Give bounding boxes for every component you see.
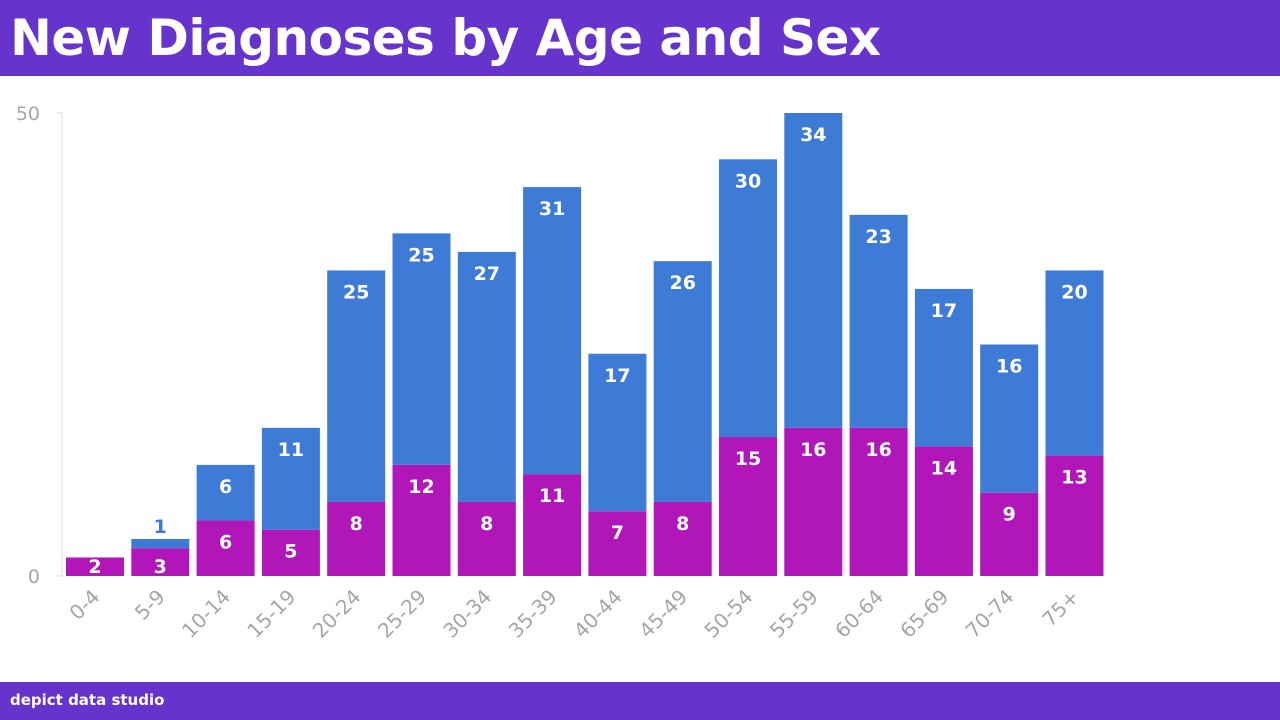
bar-segment-bottom (719, 437, 777, 576)
bar-value-label-top: 6 (219, 476, 232, 498)
bar-segment-top (980, 344, 1039, 493)
bar-segment-top (849, 214, 908, 428)
bar-value-label-top: 26 (669, 272, 695, 294)
x-category-label: 10-14 (177, 585, 235, 643)
y-tick-label: 0 (28, 566, 40, 588)
bar-segment-bottom (523, 474, 582, 576)
x-category-label: 40-44 (569, 585, 627, 643)
bar-value-label-top: 25 (408, 244, 434, 266)
bar-segment-bottom (914, 446, 973, 576)
x-category-label: 70-74 (961, 585, 1019, 643)
footer-bar: depict data studio (0, 682, 1280, 720)
stacked-bar-chart: 05020-4315-96610-1451115-1982520-2412252… (16, 103, 1104, 643)
bar-segment-bottom (66, 557, 124, 576)
bar-segment-bottom (980, 492, 1039, 576)
bar-segment-bottom (784, 427, 843, 576)
bar-segment-bottom (131, 548, 190, 576)
bar-value-label-bottom: 7 (611, 522, 624, 544)
x-category-label: 15-19 (242, 585, 300, 643)
bar-value-label-top: 34 (800, 124, 826, 146)
bar-value-label-bottom: 14 (931, 457, 957, 479)
x-category-label: 20-24 (308, 585, 366, 643)
page-title: New Diagnoses by Age and Sex (10, 9, 881, 67)
bar-value-label-bottom: 15 (735, 448, 761, 470)
bar-segment-bottom (196, 520, 255, 576)
bar-segment-top (588, 353, 647, 512)
x-category-label: 30-34 (438, 585, 496, 643)
bar-value-label-bottom: 16 (800, 439, 826, 461)
x-category-label: 25-29 (373, 585, 431, 643)
bar-segment-bottom (392, 464, 451, 576)
bar-value-label-top: 31 (539, 198, 565, 220)
bar-segment-top (261, 427, 320, 530)
bar-segment-top (327, 270, 386, 502)
bar-value-label-top: 17 (604, 365, 630, 387)
title-bar: New Diagnoses by Age and Sex (0, 0, 1280, 76)
bar-segment-bottom (327, 501, 386, 576)
bar-value-label-bottom: 8 (350, 513, 363, 535)
bar-value-label-top: 30 (735, 170, 761, 192)
bar-segment-top (523, 187, 582, 475)
bar-segment-top (457, 251, 516, 502)
bar-segment-bottom (849, 427, 908, 576)
bar-value-label-bottom: 11 (539, 485, 565, 507)
x-category-label: 35-39 (504, 585, 562, 643)
bar-value-label-bottom: 5 (284, 541, 297, 563)
bar-value-label-bottom: 9 (1003, 504, 1016, 526)
bar-value-label-top: 16 (996, 356, 1022, 378)
x-category-label: 50-54 (699, 585, 757, 643)
x-category-label: 5-9 (130, 585, 170, 625)
x-category-label: 75+ (1037, 585, 1084, 632)
bar-segment-top (196, 464, 255, 521)
x-category-label: 60-64 (830, 585, 888, 643)
bar-value-label-top: 20 (1061, 281, 1087, 303)
bar-value-label-bottom: 3 (154, 556, 167, 578)
bar-value-label-bottom: 13 (1061, 467, 1087, 489)
bar-segment-bottom (588, 511, 647, 576)
bar-segment-top (131, 538, 190, 549)
bar-value-label-bottom: 12 (408, 476, 434, 498)
bar-value-label-bottom: 8 (480, 513, 493, 535)
bar-value-label-bottom: 8 (676, 513, 689, 535)
bar-segment-top (653, 261, 712, 502)
footer-brand: depict data studio (10, 691, 165, 709)
bar-segment-top (914, 288, 973, 447)
bar-segment-top (784, 113, 843, 428)
bar-segment-bottom (457, 501, 516, 576)
bar-value-label-top: 17 (931, 300, 957, 322)
bar-value-label-top: 25 (343, 281, 369, 303)
x-category-label: 55-59 (765, 585, 823, 643)
x-category-label: 65-69 (895, 585, 953, 643)
bar-value-label-top: 1 (154, 516, 167, 538)
bar-segment-bottom (653, 501, 712, 576)
bar-value-label-top: 11 (278, 439, 304, 461)
bar-segment-bottom (1045, 455, 1104, 576)
bar-value-label-top: 27 (474, 263, 500, 285)
x-category-label: 0-4 (64, 585, 104, 625)
bar-segment-top (1045, 270, 1104, 456)
bar-value-label-top: 23 (865, 226, 891, 248)
bar-value-label-bottom: 6 (219, 531, 232, 553)
bar-value-label-bottom: 16 (865, 439, 891, 461)
bar-segment-top (392, 233, 451, 465)
x-category-label: 45-49 (634, 585, 692, 643)
bar-segment-top (719, 159, 777, 438)
y-tick-label: 50 (16, 103, 40, 125)
bar-segment-bottom (261, 529, 320, 576)
bar-value-label-bottom: 2 (88, 556, 101, 578)
